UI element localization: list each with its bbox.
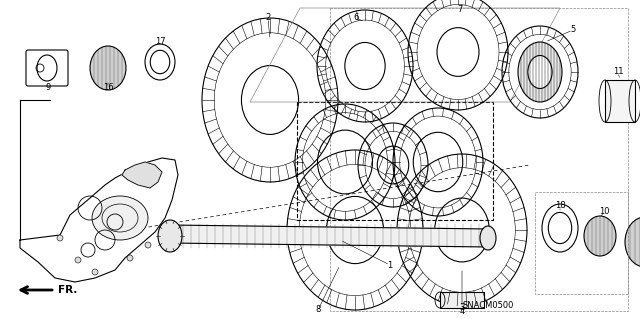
Circle shape xyxy=(75,257,81,263)
Text: 5: 5 xyxy=(570,26,575,34)
Text: 8: 8 xyxy=(316,306,321,315)
Ellipse shape xyxy=(90,46,126,90)
Polygon shape xyxy=(168,225,490,247)
Text: SNACM0500: SNACM0500 xyxy=(462,301,514,310)
Text: 4: 4 xyxy=(460,308,465,316)
Text: 2: 2 xyxy=(266,13,271,23)
Ellipse shape xyxy=(92,196,148,240)
Bar xyxy=(440,292,484,308)
Ellipse shape xyxy=(158,220,182,252)
Text: 11: 11 xyxy=(612,68,623,77)
Text: 18: 18 xyxy=(555,202,565,211)
Text: 10: 10 xyxy=(599,207,609,217)
Text: 1: 1 xyxy=(387,261,392,270)
Text: FR.: FR. xyxy=(58,285,77,295)
Text: 9: 9 xyxy=(45,84,51,93)
Ellipse shape xyxy=(625,217,640,267)
Circle shape xyxy=(57,235,63,241)
Text: 6: 6 xyxy=(353,13,358,23)
Text: 17: 17 xyxy=(155,38,165,47)
Ellipse shape xyxy=(584,216,616,256)
Circle shape xyxy=(127,255,133,261)
Bar xyxy=(605,80,635,122)
Text: 16: 16 xyxy=(102,84,113,93)
Circle shape xyxy=(92,269,98,275)
Text: 7: 7 xyxy=(458,5,463,14)
Circle shape xyxy=(145,242,151,248)
Polygon shape xyxy=(122,162,162,188)
Ellipse shape xyxy=(480,226,496,250)
Ellipse shape xyxy=(518,42,562,102)
Text: 3: 3 xyxy=(460,303,465,313)
Ellipse shape xyxy=(528,56,552,88)
Polygon shape xyxy=(20,158,178,282)
